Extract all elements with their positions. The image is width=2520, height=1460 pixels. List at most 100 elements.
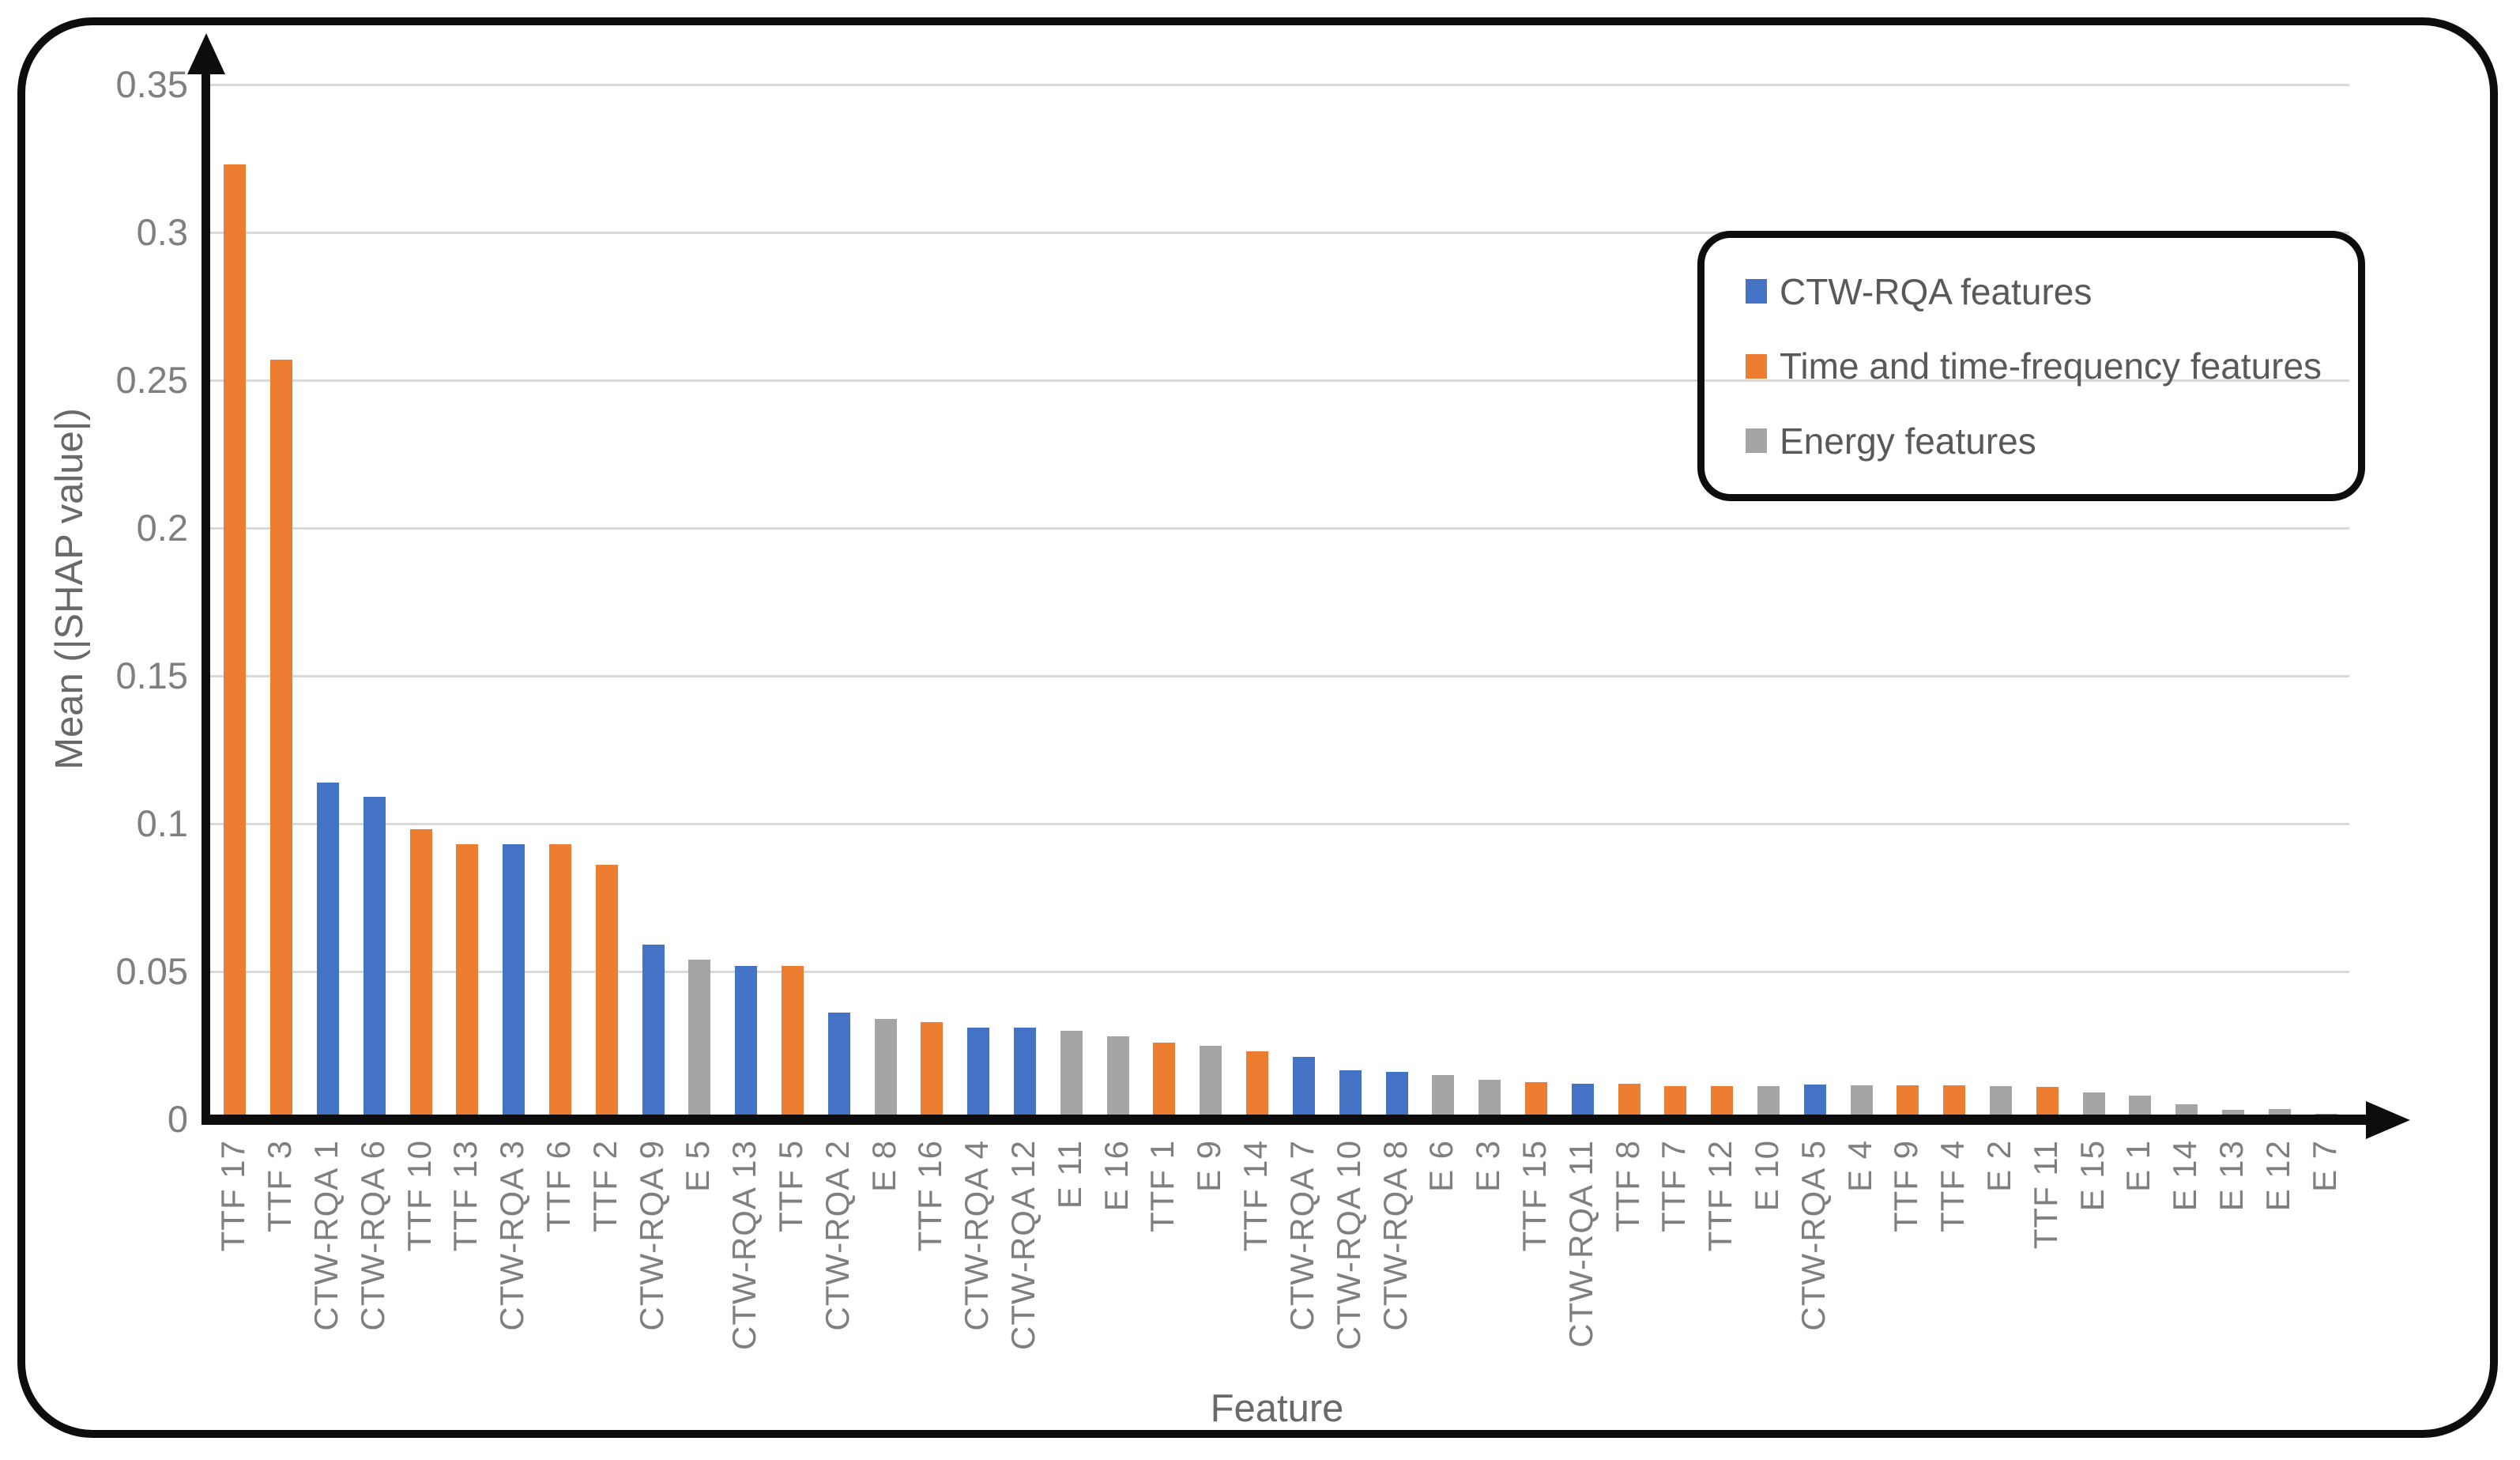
x-tick-label: E 6 <box>1422 1140 1460 1193</box>
x-tick-label: E 1 <box>2119 1140 2157 1193</box>
figure-border-frame <box>17 17 2498 1438</box>
x-tick-label: TTF 5 <box>772 1140 810 1232</box>
x-tick-label: E 15 <box>2073 1140 2111 1212</box>
bar <box>827 1013 850 1124</box>
x-tick-label: TTF 14 <box>1237 1140 1275 1252</box>
x-tick-label: E 4 <box>1840 1140 1878 1193</box>
x-tick-label: CTW-RQA 7 <box>1283 1140 1320 1331</box>
bar <box>782 965 804 1124</box>
x-tick-label: CTW-RQA 8 <box>1376 1140 1414 1331</box>
legend: CTW-RQA features Time and time-frequency … <box>1697 231 2365 501</box>
bar <box>317 782 339 1124</box>
bar <box>1200 1045 1222 1124</box>
bar <box>921 1021 944 1124</box>
x-tick-label: CTW-RQA 13 <box>725 1140 763 1350</box>
x-axis-line <box>202 1115 2368 1125</box>
y-tick-label: 0.1 <box>136 802 188 844</box>
x-tick-label: CTW-RQA 3 <box>493 1140 531 1331</box>
y-tick-label: 0.3 <box>136 211 188 253</box>
x-tick-label: CTW-RQA 11 <box>1561 1140 1599 1348</box>
x-tick-label: TTF 16 <box>911 1140 949 1252</box>
gridline <box>205 527 2349 530</box>
x-tick-label: TTF 7 <box>1655 1140 1693 1232</box>
x-tick-label: TTF 12 <box>1701 1140 1739 1252</box>
x-axis-arrow-icon <box>2366 1101 2410 1139</box>
x-tick-label: E 9 <box>1190 1140 1228 1193</box>
x-tick-label: E 3 <box>1469 1140 1507 1193</box>
y-tick-label: 0.05 <box>115 950 188 992</box>
x-tick-label: E 2 <box>1979 1140 2017 1193</box>
x-tick-label: E 5 <box>679 1140 717 1193</box>
x-tick-label: CTW-RQA 9 <box>632 1140 670 1331</box>
bar <box>1106 1036 1129 1124</box>
x-tick-label: TTF 11 <box>2026 1140 2064 1250</box>
x-tick-label: E 16 <box>1097 1140 1135 1212</box>
x-tick-label: CTW-RQA 2 <box>818 1140 856 1331</box>
x-tick-label: TTF 15 <box>1515 1140 1553 1252</box>
x-tick-label: E 10 <box>1747 1140 1785 1212</box>
bar <box>735 965 758 1124</box>
legend-item: Energy features <box>1746 420 2358 462</box>
gridline <box>205 379 2349 382</box>
x-tick-label: CTW-RQA 5 <box>1794 1140 1832 1331</box>
gridline <box>205 675 2349 677</box>
legend-item: Time and time-frequency features <box>1746 345 2358 387</box>
x-tick-label: CTW-RQA 6 <box>353 1140 391 1331</box>
bar <box>409 829 432 1124</box>
legend-label: Energy features <box>1780 420 2036 462</box>
legend-label: CTW-RQA features <box>1780 270 2092 312</box>
bar <box>1292 1057 1315 1124</box>
legend-label: Time and time-frequency features <box>1780 345 2322 387</box>
x-tick-label: TTF 1 <box>1143 1140 1181 1232</box>
legend-item: CTW-RQA features <box>1746 270 2358 313</box>
y-axis-title: Mean (|SHAP value|) <box>48 408 91 770</box>
x-tick-label: E 7 <box>2305 1140 2343 1193</box>
x-axis-title: Feature <box>1210 1387 1344 1430</box>
x-tick-label: TTF 9 <box>1887 1140 1925 1232</box>
bar <box>595 865 618 1124</box>
x-tick-label: E 12 <box>2258 1140 2296 1212</box>
y-axis-line <box>202 65 210 1124</box>
bar <box>224 164 247 1124</box>
bar <box>1246 1051 1269 1124</box>
legend-swatch-icon <box>1746 353 1767 379</box>
bar <box>363 797 386 1124</box>
gridline <box>205 823 2349 825</box>
y-tick-label: 0.15 <box>115 655 188 696</box>
x-tick-label: TTF 6 <box>540 1140 578 1232</box>
y-axis-arrow-icon <box>187 33 225 74</box>
legend-swatch-icon <box>1746 428 1767 453</box>
x-tick-label: CTW-RQA 10 <box>1329 1140 1367 1350</box>
x-tick-label: CTW-RQA 1 <box>307 1140 345 1331</box>
bar <box>874 1018 897 1124</box>
gridline <box>205 232 2349 234</box>
bar <box>1060 1030 1083 1124</box>
x-tick-label: TTF 13 <box>446 1140 484 1252</box>
bar <box>1153 1042 1176 1124</box>
bar <box>1014 1028 1037 1124</box>
x-tick-label: CTW-RQA 4 <box>958 1140 996 1331</box>
x-tick-label: E 8 <box>864 1140 902 1193</box>
x-tick-label: TTF 8 <box>1608 1140 1646 1232</box>
y-tick-label: 0.35 <box>115 63 188 105</box>
x-tick-label: E 11 <box>1050 1140 1088 1209</box>
x-tick-label: E 13 <box>2212 1140 2250 1212</box>
y-tick-label: 0.2 <box>136 507 188 549</box>
x-tick-label: TTF 2 <box>586 1140 623 1232</box>
x-tick-label: TTF 3 <box>261 1140 299 1232</box>
y-tick-label: 0.25 <box>115 359 188 401</box>
bar <box>688 960 711 1124</box>
x-tick-label: TTF 17 <box>214 1140 252 1252</box>
gridline <box>205 971 2349 973</box>
bar <box>456 844 479 1124</box>
bar <box>642 945 665 1124</box>
x-tick-label: E 14 <box>2166 1140 2204 1212</box>
bar <box>549 844 572 1124</box>
x-tick-label: CTW-RQA 12 <box>1004 1140 1042 1350</box>
bar <box>270 359 293 1124</box>
x-tick-label: TTF 4 <box>1934 1140 1972 1232</box>
y-tick-label: 0 <box>167 1098 188 1140</box>
bar <box>503 844 525 1124</box>
legend-swatch-icon <box>1746 279 1767 304</box>
